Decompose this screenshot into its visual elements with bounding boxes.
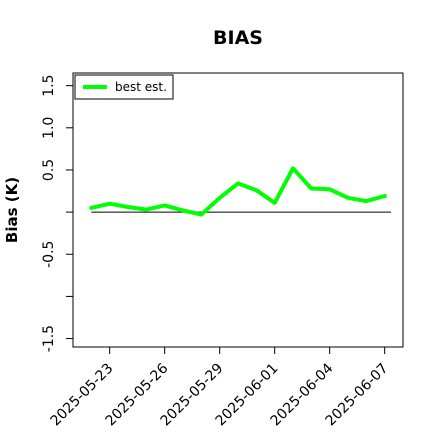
legend-label: best est. <box>115 80 167 94</box>
y-tick-label: 0.5 <box>41 159 57 181</box>
y-tick-label: -0.5 <box>41 241 57 268</box>
chart-title: BIAS <box>213 27 263 49</box>
y-axis-label: Bias (K) <box>3 177 21 243</box>
series-line-1 <box>89 166 387 217</box>
y-tick-label: 1.5 <box>41 75 57 97</box>
plot-frame <box>72 72 404 348</box>
y-tick-label: -1.5 <box>41 325 57 352</box>
y-tick-label: 1.0 <box>41 117 57 139</box>
